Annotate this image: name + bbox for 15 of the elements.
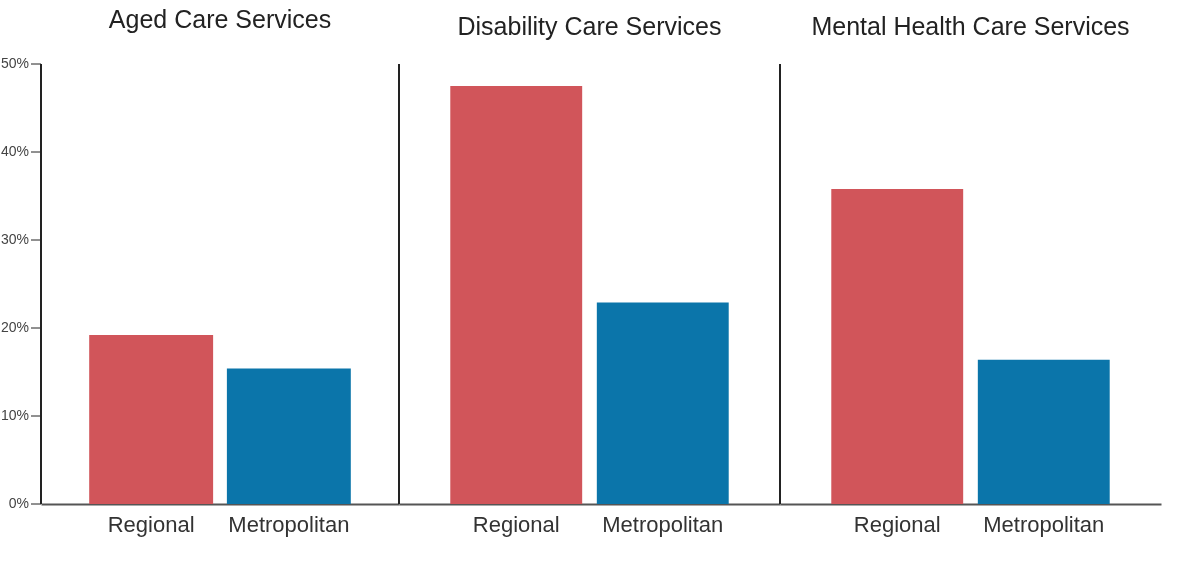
x-tick-label: Regional <box>472 511 560 537</box>
x-tick-label: Regional <box>107 511 195 537</box>
y-tick-label: 40% <box>0 143 29 159</box>
y-tick-label: 30% <box>0 231 29 247</box>
x-tick-label: Metropolitan <box>602 511 724 537</box>
y-tick-label: 10% <box>0 407 29 423</box>
y-tick-label: 20% <box>0 319 29 335</box>
chart-title: Disability Care Services <box>457 12 722 40</box>
chart-title: Aged Care Services <box>108 5 332 33</box>
y-tick-label: 0% <box>8 495 29 511</box>
y-tick-label: 50% <box>0 55 29 71</box>
x-tick-label: Metropolitan <box>228 511 350 537</box>
x-tick-label: Regional <box>853 511 941 537</box>
chart-title: Mental Health Care Services <box>811 12 1130 40</box>
x-tick-label: Metropolitan <box>983 511 1105 537</box>
